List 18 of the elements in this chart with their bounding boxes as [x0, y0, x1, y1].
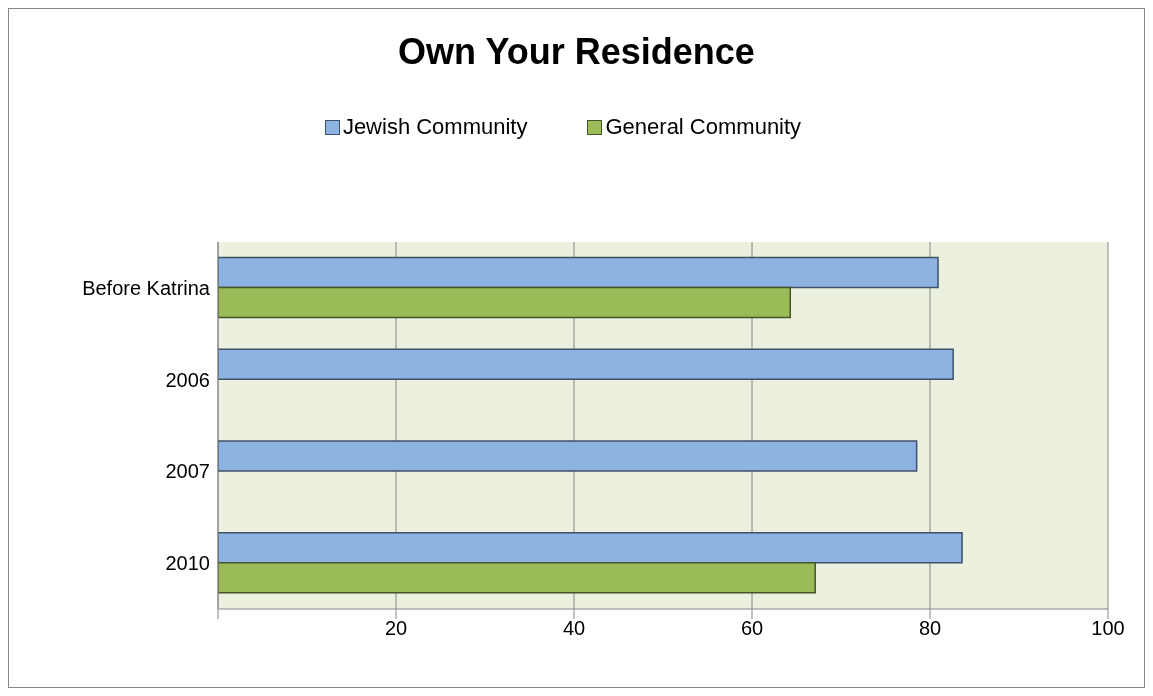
bar [218, 562, 816, 594]
bar [218, 348, 954, 381]
bar [218, 532, 963, 564]
bar [218, 256, 939, 289]
x-tick-label: 60 [740, 617, 764, 640]
y-tick-label: 2006 [165, 368, 210, 391]
bar [218, 440, 918, 472]
x-tick-label: 80 [918, 617, 942, 640]
y-tick-label: 2007 [165, 460, 210, 483]
bar [218, 286, 792, 319]
legend-label: General Community [604, 114, 802, 140]
y-tick-label: Before Katrina [82, 276, 211, 299]
chart-title: Own Your Residence [397, 31, 756, 73]
y-tick-label: 2010 [165, 552, 210, 575]
x-tick-label: 20 [384, 617, 408, 640]
x-tick-label: 100 [1091, 617, 1125, 640]
legend-label: Jewish Community [341, 114, 528, 140]
x-tick-label: 40 [562, 617, 586, 640]
